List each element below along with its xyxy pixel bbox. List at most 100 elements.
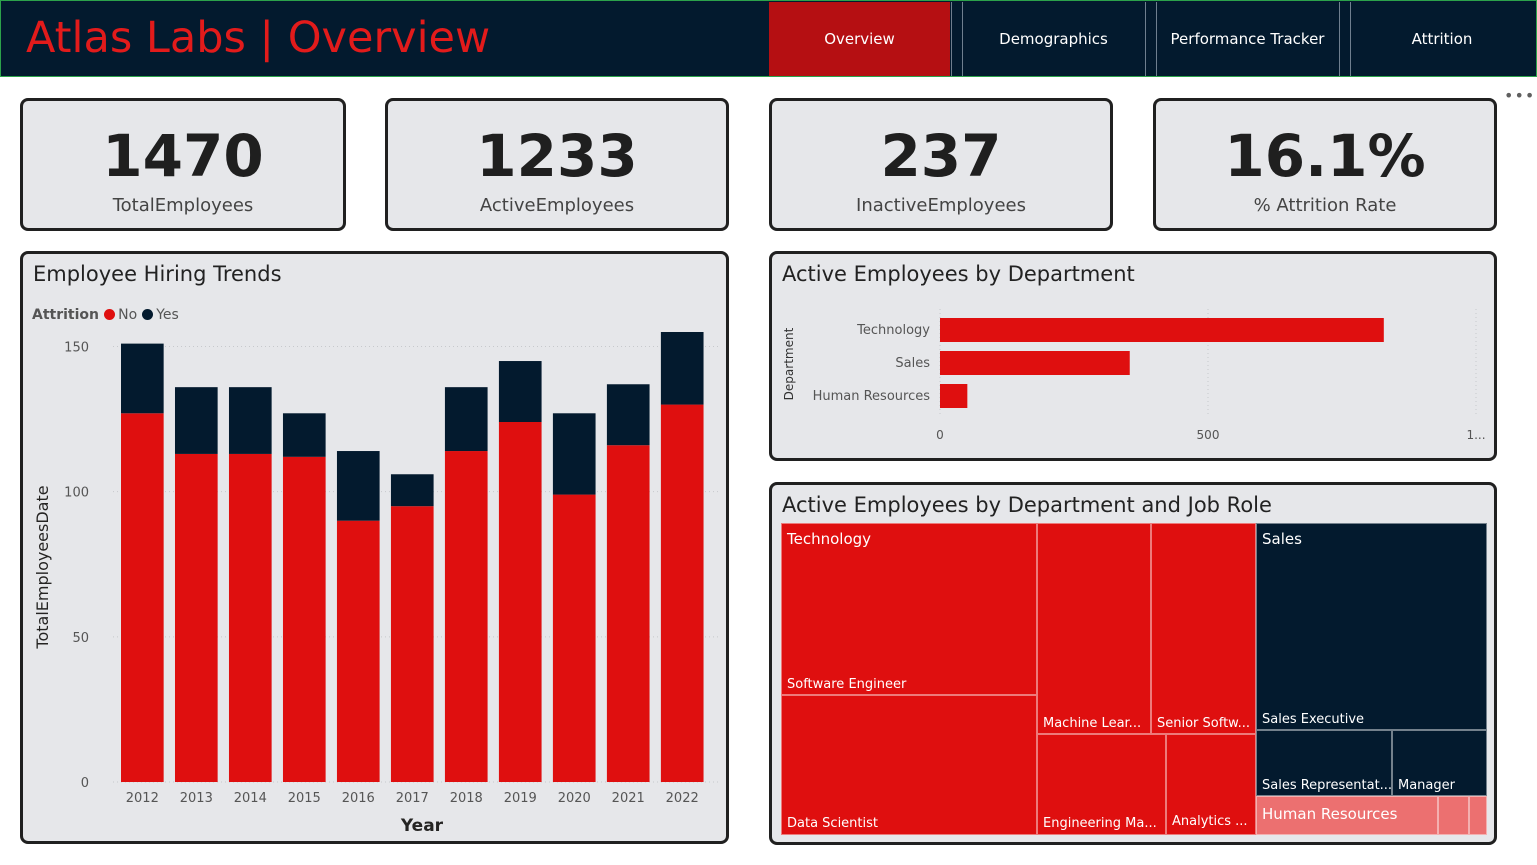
bar-yes-2014[interactable] bbox=[228, 387, 272, 454]
tab-overview[interactable]: Overview bbox=[769, 2, 950, 76]
bar-no-2013[interactable] bbox=[174, 453, 218, 782]
x-tick-label: 500 bbox=[1197, 428, 1220, 442]
job-role-treemap: Technology Software Engineer Data Scient… bbox=[781, 523, 1487, 835]
tab-attrition[interactable]: Attrition bbox=[1351, 2, 1533, 76]
bar-no-2012[interactable] bbox=[121, 413, 164, 782]
chart-title: Active Employees by Department bbox=[782, 262, 1135, 286]
kpi-card-active-employees: 1233 ActiveEmployees bbox=[385, 98, 729, 231]
tab-divider bbox=[1339, 2, 1340, 76]
x-tick-label: 2020 bbox=[558, 791, 591, 806]
bar-yes-2015[interactable] bbox=[282, 413, 326, 457]
y-axis-title: Department bbox=[782, 327, 796, 400]
treemap-cell-human-resources[interactable]: Human Resources bbox=[1256, 796, 1438, 835]
treemap-cell-label: Manager bbox=[1398, 778, 1455, 793]
treemap-cell-software-engineer[interactable]: Technology Software Engineer bbox=[781, 523, 1037, 695]
treemap-cell-label: Data Scientist bbox=[787, 816, 878, 831]
bar-yes-2018[interactable] bbox=[444, 387, 488, 452]
x-tick-label: 2012 bbox=[126, 791, 159, 806]
department-card: Active Employees by Department 0 500 1... T… bbox=[769, 251, 1497, 461]
treemap-cell-analytics[interactable]: Analytics ... bbox=[1166, 734, 1256, 835]
treemap-cell-data-scientist[interactable]: Data Scientist bbox=[781, 695, 1037, 835]
bar-yes-2016[interactable] bbox=[336, 451, 380, 521]
x-tick-label: 2013 bbox=[180, 791, 213, 806]
page-title: Atlas Labs | Overview bbox=[26, 13, 491, 63]
y-tick-label: 150 bbox=[64, 341, 89, 356]
job-role-card: Active Employees by Department and Job R… bbox=[769, 482, 1497, 845]
tab-divider bbox=[962, 2, 963, 76]
bar-yes-2013[interactable] bbox=[174, 387, 218, 454]
kpi-label: InactiveEmployees bbox=[856, 195, 1026, 216]
bar-technology[interactable] bbox=[940, 318, 1384, 342]
legend-dot-icon bbox=[104, 309, 116, 320]
treemap-cell-engineering-manager[interactable]: Engineering Ma... bbox=[1037, 734, 1166, 835]
tab-performance-tracker[interactable]: Performance Tracker bbox=[1157, 2, 1338, 76]
treemap-cell-label: Machine Lear... bbox=[1043, 716, 1142, 731]
x-tick-label: 2017 bbox=[396, 791, 429, 806]
bar-no-2019[interactable] bbox=[498, 422, 542, 782]
treemap-cell-sales-representative[interactable]: Sales Representat... bbox=[1256, 730, 1392, 796]
y-tick-label: 0 bbox=[81, 776, 89, 791]
treemap-cell-manager[interactable]: Manager bbox=[1392, 730, 1487, 796]
chart-title: Employee Hiring Trends bbox=[33, 262, 282, 286]
kpi-label: % Attrition Rate bbox=[1253, 195, 1397, 216]
legend-label: No bbox=[118, 307, 138, 323]
legend-item-yes[interactable]: Yes bbox=[142, 307, 179, 323]
y-axis-title: TotalEmployeesDate bbox=[33, 485, 52, 649]
treemap-cell-label: Senior Softw... bbox=[1157, 716, 1251, 731]
y-tick-label: Sales bbox=[895, 356, 930, 371]
kpi-card-inactive-employees: 237 InactiveEmployees bbox=[769, 98, 1113, 231]
treemap-group-label: Human Resources bbox=[1262, 805, 1398, 823]
legend-dot-icon bbox=[142, 309, 154, 320]
bar-no-2020[interactable] bbox=[552, 494, 596, 782]
bar-yes-2022[interactable] bbox=[660, 332, 704, 405]
tab-divider bbox=[951, 2, 952, 76]
kpi-card-attrition-rate: 16.1% % Attrition Rate bbox=[1153, 98, 1497, 231]
bar-yes-2019[interactable] bbox=[498, 361, 542, 422]
x-tick-label: 2018 bbox=[450, 791, 483, 806]
chart-title: Active Employees by Department and Job R… bbox=[782, 493, 1272, 517]
bar-human-resources[interactable] bbox=[940, 384, 968, 408]
bar-no-2018[interactable] bbox=[444, 451, 488, 782]
treemap-cell-label: Analytics ... bbox=[1172, 814, 1248, 829]
treemap-cell-hr-role[interactable] bbox=[1469, 796, 1487, 835]
x-tick-label: 2015 bbox=[288, 791, 321, 806]
x-tick-label: 2022 bbox=[666, 791, 699, 806]
bar-no-2022[interactable] bbox=[660, 404, 704, 782]
treemap-cell-machine-learning[interactable]: Machine Lear... bbox=[1037, 523, 1151, 734]
hiring-trends-card: Employee Hiring Trends Attrition No Yes … bbox=[20, 251, 729, 844]
tab-divider bbox=[1156, 2, 1157, 76]
treemap-cell-label: Sales Representat... bbox=[1262, 778, 1392, 793]
bar-no-2015[interactable] bbox=[282, 456, 326, 782]
bar-yes-2012[interactable] bbox=[121, 343, 164, 414]
more-options-icon[interactable]: ••• bbox=[1504, 86, 1536, 105]
x-tick-label: 1... bbox=[1466, 428, 1485, 442]
bar-no-2016[interactable] bbox=[336, 520, 380, 782]
chart-legend: Attrition No Yes bbox=[32, 304, 179, 323]
x-tick-label: 2021 bbox=[612, 791, 645, 806]
kpi-value: 1233 bbox=[476, 122, 638, 190]
bar-sales[interactable] bbox=[940, 351, 1130, 375]
treemap-cell-label: Sales Executive bbox=[1262, 712, 1365, 727]
bar-no-2021[interactable] bbox=[606, 445, 650, 782]
x-tick-label: 2016 bbox=[342, 791, 375, 806]
bar-yes-2017[interactable] bbox=[390, 474, 434, 507]
y-tick-label: 100 bbox=[64, 486, 89, 501]
legend-label: Yes bbox=[156, 307, 179, 323]
bar-yes-2021[interactable] bbox=[606, 384, 650, 446]
kpi-label: TotalEmployees bbox=[112, 195, 254, 216]
x-tick-label: 2019 bbox=[504, 791, 537, 806]
x-tick-label: 0 bbox=[936, 428, 944, 442]
kpi-card-total-employees: 1470 TotalEmployees bbox=[20, 98, 346, 231]
tab-demographics[interactable]: Demographics bbox=[963, 2, 1144, 76]
kpi-value: 237 bbox=[880, 122, 1002, 190]
treemap-cell-sales-executive[interactable]: Sales Sales Executive bbox=[1256, 523, 1487, 730]
legend-item-no[interactable]: No bbox=[104, 307, 137, 323]
treemap-group-label: Technology bbox=[787, 530, 872, 548]
bar-no-2014[interactable] bbox=[228, 453, 272, 782]
kpi-value: 16.1% bbox=[1224, 122, 1426, 190]
treemap-cell-senior-software[interactable]: Senior Softw... bbox=[1151, 523, 1256, 734]
bar-yes-2020[interactable] bbox=[552, 413, 596, 495]
bar-no-2017[interactable] bbox=[390, 506, 434, 782]
treemap-cell-hr-role[interactable] bbox=[1438, 796, 1469, 835]
legend-title: Attrition bbox=[32, 307, 99, 323]
